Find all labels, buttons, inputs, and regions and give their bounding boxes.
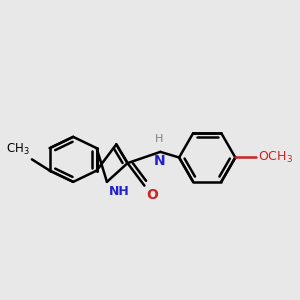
Text: OCH$_3$: OCH$_3$ [258,150,293,165]
Text: NH: NH [109,185,130,198]
Text: O: O [146,188,158,203]
Text: CH$_3$: CH$_3$ [6,142,30,157]
Text: H: H [155,134,164,144]
Text: N: N [154,154,165,168]
